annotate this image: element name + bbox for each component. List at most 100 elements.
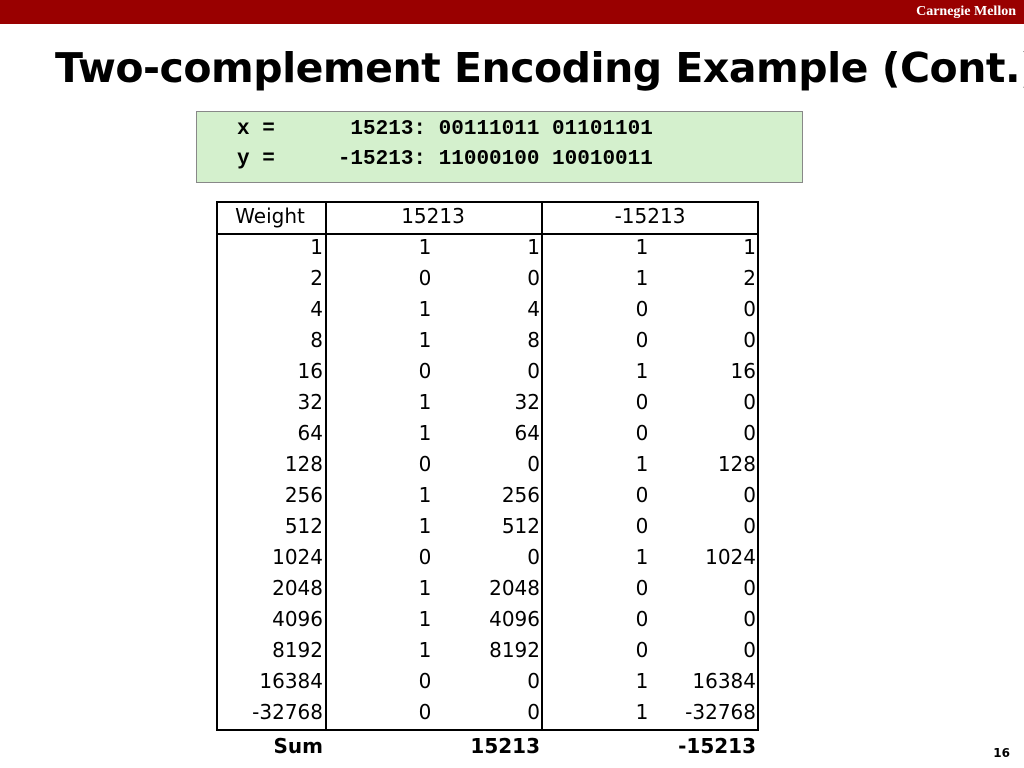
table-cell: 1 (418, 576, 432, 600)
table-cell: 0 (743, 638, 756, 662)
table-cell: 1 (527, 235, 540, 259)
table-cell: 16384 (259, 669, 323, 693)
row-border (216, 201, 759, 203)
table-cell: 0 (743, 390, 756, 414)
table-cell: 0 (743, 483, 756, 507)
table-cell: 0 (527, 700, 540, 724)
table-cell: 0 (743, 576, 756, 600)
table-cell: 0 (635, 297, 649, 321)
row-border (216, 233, 759, 235)
row-border (216, 729, 759, 731)
table-cell: 0 (635, 576, 649, 600)
table-cell: 2 (743, 266, 756, 290)
table-cell: 512 (501, 514, 540, 538)
code-box: x = 15213: 00111011 01101101 y = -15213:… (196, 111, 803, 183)
table-cell: 4 (310, 297, 323, 321)
table-cell: 0 (527, 359, 540, 383)
table-cell: -32768 (685, 700, 756, 724)
table-cell: 0 (635, 514, 649, 538)
table-cell: 16384 (692, 669, 756, 693)
table-cell: 1 (418, 607, 432, 631)
table-cell: 0 (527, 545, 540, 569)
header-bar: Carnegie Mellon (0, 0, 1024, 24)
table-cell: 1 (418, 297, 432, 321)
sum-value: -15213 (678, 734, 756, 758)
table-cell: 1 (418, 514, 432, 538)
table-cell: 4096 (489, 607, 540, 631)
column-border (757, 201, 759, 729)
header-cell: Weight (235, 204, 305, 228)
table-cell: 1 (418, 390, 432, 414)
table-cell: 2048 (489, 576, 540, 600)
table-cell: 1 (418, 235, 432, 259)
table-cell: 0 (527, 669, 540, 693)
table-cell: 128 (717, 452, 756, 476)
table-cell: 1 (743, 235, 756, 259)
table-cell: 2 (310, 266, 323, 290)
column-border (325, 201, 327, 729)
table-cell: 1 (635, 545, 649, 569)
table-cell: 4 (527, 297, 540, 321)
table-cell: 0 (418, 669, 432, 693)
table-cell: 1 (635, 235, 649, 259)
sum-label: Sum (273, 734, 323, 758)
table-cell: 0 (418, 545, 432, 569)
table-cell: 8 (527, 328, 540, 352)
table-cell: 0 (635, 328, 649, 352)
table-cell: 1 (418, 328, 432, 352)
table-cell: 1 (418, 483, 432, 507)
table-cell: 1 (635, 669, 649, 693)
sum-value: 15213 (470, 734, 540, 758)
table-cell: 1 (418, 421, 432, 445)
table-cell: 0 (743, 421, 756, 445)
header-cell: -15213 (614, 204, 686, 228)
table-cell: 0 (743, 297, 756, 321)
table-cell: 0 (527, 452, 540, 476)
table-cell: 1 (310, 235, 323, 259)
table-cell: 1 (635, 359, 649, 383)
header-cell: 15213 (401, 204, 465, 228)
table-cell: 16 (297, 359, 323, 383)
column-border (216, 201, 218, 729)
table-cell: 8192 (272, 638, 323, 662)
column-border (541, 201, 543, 729)
table-cell: 8 (310, 328, 323, 352)
brand: Carnegie Mellon (916, 4, 1016, 19)
table-cell: 0 (635, 390, 649, 414)
table-cell: 8192 (489, 638, 540, 662)
table-cell: 4096 (272, 607, 323, 631)
table-cell: 512 (284, 514, 323, 538)
table-cell: 0 (418, 359, 432, 383)
table-cell: 1024 (705, 545, 756, 569)
table-cell: 1 (635, 700, 649, 724)
table-cell: 0 (743, 514, 756, 538)
table-cell: 16 (730, 359, 756, 383)
table-cell: 0 (635, 421, 649, 445)
page-number: 16 (993, 746, 1010, 760)
table-cell: 0 (418, 700, 432, 724)
table-cell: 0 (527, 266, 540, 290)
table-cell: -32768 (252, 700, 323, 724)
title: Two-complement Encoding Example (Cont.) (55, 44, 1024, 92)
table-cell: 1 (635, 452, 649, 476)
table-cell: 64 (514, 421, 540, 445)
code-line: x = 15213: 00111011 01101101 (237, 118, 653, 141)
table-cell: 0 (743, 607, 756, 631)
code-line: y = -15213: 11000100 10010011 (237, 148, 653, 171)
table-cell: 64 (297, 421, 323, 445)
table-cell: 1 (418, 638, 432, 662)
table-cell: 0 (635, 607, 649, 631)
table-cell: 2048 (272, 576, 323, 600)
table-cell: 32 (297, 390, 323, 414)
table-cell: 1 (635, 266, 649, 290)
table-cell: 0 (635, 483, 649, 507)
table-cell: 0 (743, 328, 756, 352)
table-cell: 0 (418, 266, 432, 290)
table-cell: 1024 (272, 545, 323, 569)
table-cell: 128 (284, 452, 323, 476)
table-cell: 256 (284, 483, 323, 507)
table-cell: 256 (501, 483, 540, 507)
table-cell: 32 (514, 390, 540, 414)
